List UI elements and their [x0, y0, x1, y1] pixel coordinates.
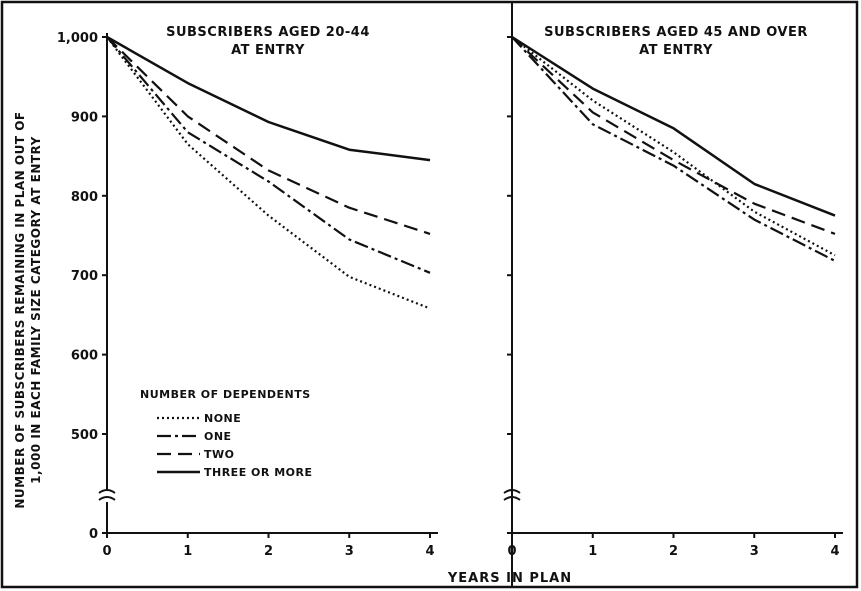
right-axis-break-upper: [503, 489, 521, 494]
y-tick-label: 500: [71, 428, 98, 443]
legend-label-one: ONE: [204, 430, 232, 443]
left-panel: SUBSCRIBERS AGED 20-44 AT ENTRY 0 500 600 7…: [57, 25, 438, 559]
right-x-tick-label: 3: [750, 544, 759, 559]
left-x-tick-label: 1: [183, 544, 192, 559]
right-x-tick-label: 0: [507, 544, 516, 559]
right-x-tick-label: 2: [669, 544, 678, 559]
left-panel-title-line-2: AT ENTRY: [231, 43, 305, 58]
right-series-two: [511, 36, 836, 235]
y-tick-label: 900: [71, 110, 98, 125]
left-x-tick-label: 0: [102, 544, 111, 559]
legend-label-two: TWO: [204, 448, 235, 461]
left-axis-break-lower: [98, 496, 116, 501]
legend-label-none: NONE: [204, 412, 241, 425]
x-axis-title: YEARS IN PLAN: [447, 571, 572, 586]
legend: NUMBER OF DEPENDENTS NONE ONE TWO THREE OR …: [140, 388, 312, 479]
right-x-tick-label: 1: [588, 544, 597, 559]
y-axis-title-line-2: 1,000 IN EACH FAMILY SIZE CATEGORY AT EN…: [29, 136, 43, 484]
legend-label-three-or-more: THREE OR MORE: [204, 466, 312, 479]
right-axis-break-lower: [503, 496, 521, 501]
y-axis-title-line-1: NUMBER OF SUBSCRIBERS REMAINING IN PLAN …: [13, 111, 27, 508]
right-panel-title-line-2: AT ENTRY: [639, 43, 713, 58]
y-tick-label: 600: [71, 349, 98, 364]
left-series-three-or-more: [106, 35, 431, 162]
left-series: [106, 35, 431, 310]
left-series-none: [106, 36, 431, 310]
left-panel-title-line-1: SUBSCRIBERS AGED 20-44: [166, 25, 370, 40]
right-series-none: [511, 36, 836, 257]
y-tick-label: 1,000: [57, 31, 98, 46]
right-panel: SUBSCRIBERS AGED 45 AND OVER AT ENTRY 0 1…: [503, 25, 843, 559]
right-series-three-or-more: [511, 35, 836, 217]
left-series-one: [106, 36, 431, 274]
left-axes: 0 500 600 700 800 900 1,000 0 1 2 3 4: [57, 31, 438, 559]
right-x-tick-label: 4: [830, 544, 839, 559]
right-axes: 0 1 2 3 4: [503, 33, 843, 559]
right-series: [511, 35, 836, 262]
left-x-tick-label: 2: [264, 544, 273, 559]
y-tick-label: 0: [89, 527, 98, 542]
right-panel-title-line-1: SUBSCRIBERS AGED 45 AND OVER: [544, 25, 808, 40]
left-x-tick-label: 3: [345, 544, 354, 559]
left-axis-break-upper: [98, 489, 116, 494]
left-series-two: [106, 36, 431, 235]
y-tick-label: 700: [71, 269, 98, 284]
legend-title: NUMBER OF DEPENDENTS: [140, 388, 311, 401]
y-tick-label: 800: [71, 190, 98, 205]
y-axis-title: NUMBER OF SUBSCRIBERS REMAINING IN PLAN …: [13, 111, 43, 508]
left-x-tick-label: 4: [425, 544, 434, 559]
right-series-one: [511, 36, 836, 262]
legend-items: NONE ONE TWO THREE OR MORE: [157, 412, 312, 479]
